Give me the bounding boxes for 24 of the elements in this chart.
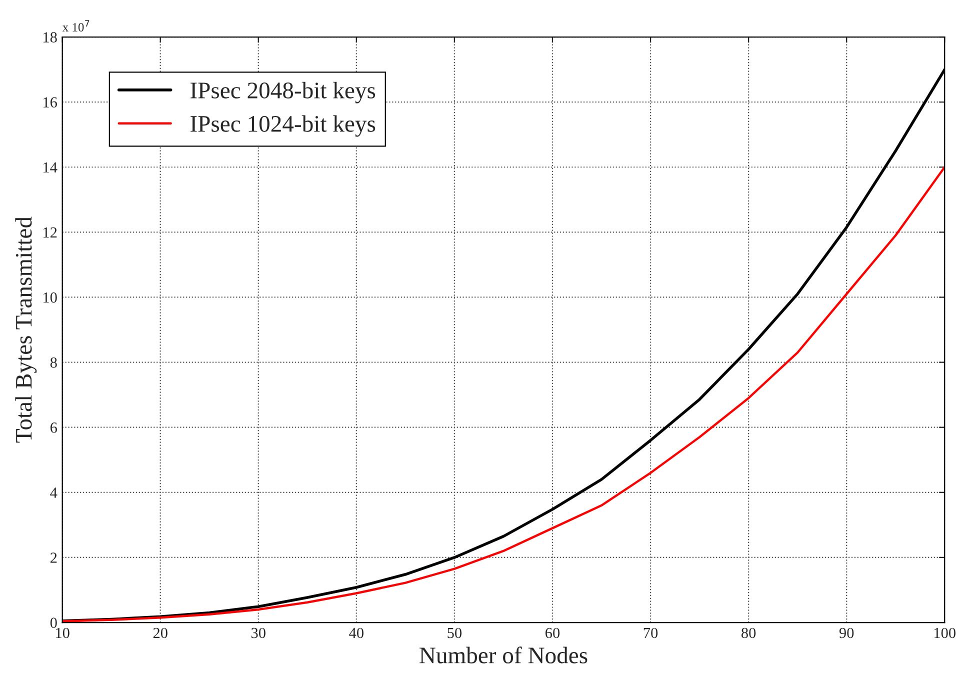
y-tick-label: 10 [44,292,57,303]
y-tick-label: 18 [44,32,57,42]
y-tick-label: 4 [50,488,58,498]
y-tick-label: 2 [50,552,57,563]
legend-label: IPsec 1024-bit keys [190,115,376,137]
y-tick-label: 12 [44,227,57,238]
y-tick-label: 16 [44,97,58,108]
y-tick-label: 14 [44,162,58,172]
x-tick-label: 80 [741,628,756,638]
y-tick-label: 8 [50,357,57,368]
x-tick-label: 50 [448,628,462,638]
x-tick-label: 70 [644,628,658,638]
x-tick-label: 100 [934,628,956,638]
legend-label: IPsec 2048-bit keys [190,82,376,104]
text: x 10$^{7}$ [62,20,90,32]
x-tick-label: 30 [251,628,266,638]
y-tick-label: 6 [50,422,58,433]
x-tick-label: 20 [153,628,168,638]
y-axis-title: Total Bytes Transmitted [15,216,37,443]
x-axis-title: Number of Nodes [420,646,588,664]
x-tick-label: 40 [349,628,364,638]
x-tick-label: 90 [839,628,854,638]
y-tick-label: 0 [50,618,57,628]
x-tick-label: 60 [546,628,560,638]
